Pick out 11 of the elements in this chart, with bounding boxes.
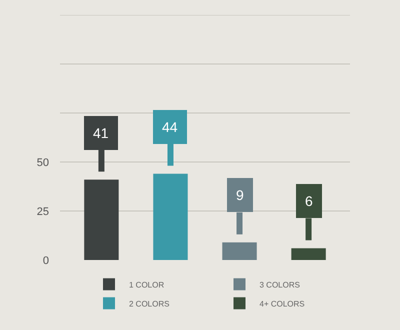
y-tick-label: 50 <box>36 156 49 169</box>
y-tick-label: 25 <box>36 206 49 218</box>
data-label: 44 <box>162 119 178 135</box>
data-label: 41 <box>93 125 109 141</box>
legend-label: 1 COLOR <box>129 280 164 290</box>
y-tick-label: 0 <box>42 254 49 267</box>
data-label: 6 <box>305 193 313 209</box>
legend-label: 2 COLORS <box>129 299 170 308</box>
legend-label: 4+ COLORS <box>260 299 305 308</box>
legend-label: 3 COLORS <box>260 280 300 290</box>
data-label: 9 <box>236 187 244 203</box>
